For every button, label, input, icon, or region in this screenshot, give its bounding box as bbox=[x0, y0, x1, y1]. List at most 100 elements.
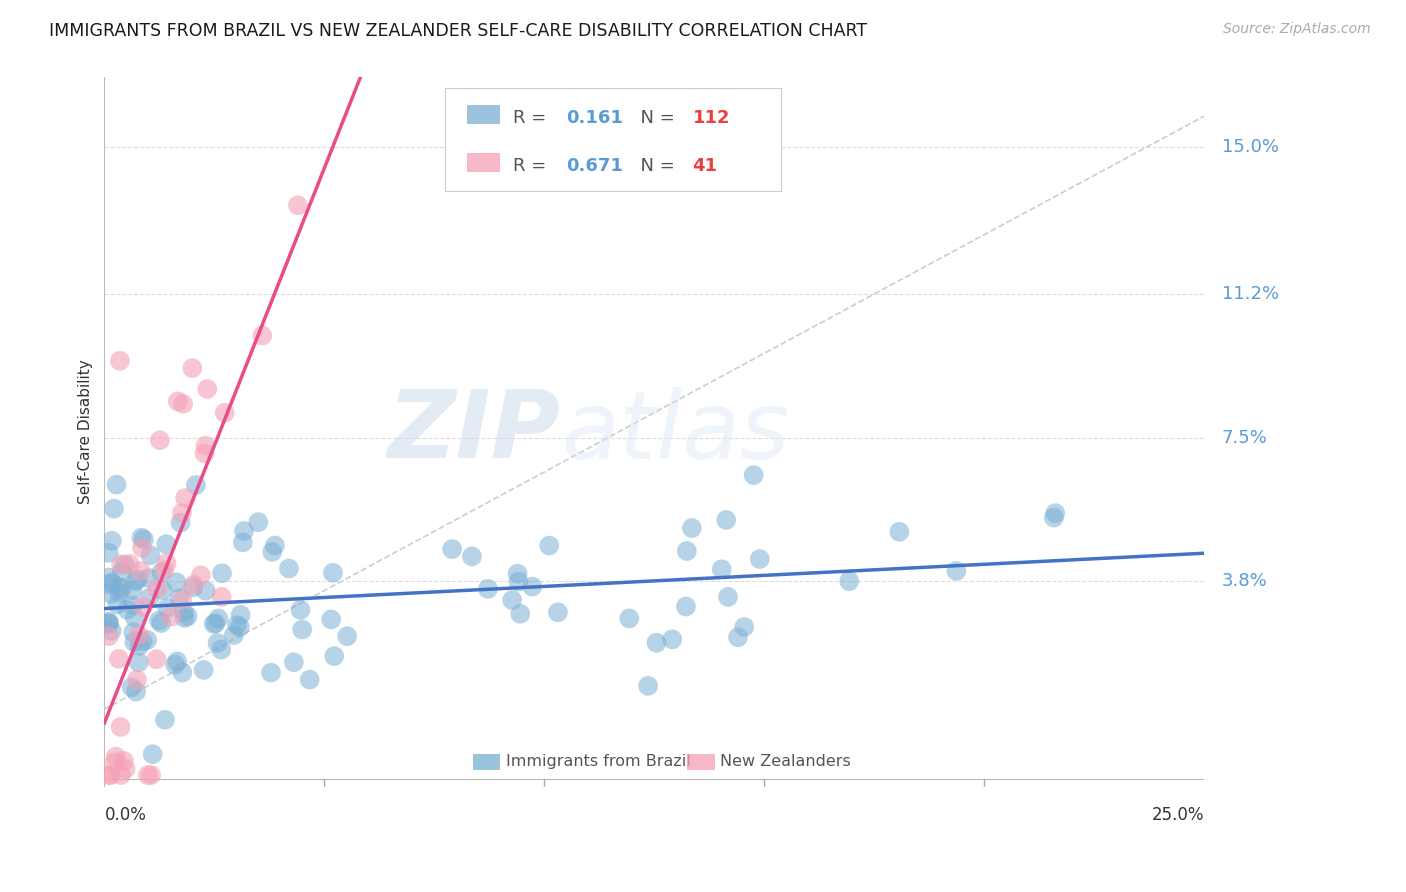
Text: N =: N = bbox=[628, 157, 681, 176]
Point bbox=[131, 541, 153, 555]
Point bbox=[211, 566, 233, 581]
Point bbox=[108, 354, 131, 368]
FancyBboxPatch shape bbox=[446, 88, 780, 191]
Point bbox=[127, 572, 149, 586]
Point bbox=[323, 649, 346, 664]
Point bbox=[262, 545, 284, 559]
Point bbox=[118, 557, 141, 571]
Point bbox=[97, 629, 120, 643]
Point bbox=[121, 599, 143, 613]
Point bbox=[148, 614, 170, 628]
Point bbox=[114, 558, 136, 572]
Point bbox=[121, 583, 143, 598]
FancyBboxPatch shape bbox=[688, 754, 714, 770]
Point bbox=[252, 328, 274, 343]
Point bbox=[141, 768, 163, 782]
Point bbox=[889, 524, 911, 539]
Point bbox=[150, 616, 173, 631]
Point bbox=[717, 590, 740, 604]
Point bbox=[107, 580, 129, 594]
Point bbox=[195, 382, 218, 396]
Point bbox=[838, 574, 860, 588]
Point bbox=[105, 598, 128, 612]
Point bbox=[193, 663, 215, 677]
Point bbox=[155, 556, 177, 570]
Point bbox=[202, 616, 225, 631]
FancyBboxPatch shape bbox=[472, 754, 501, 770]
Point bbox=[661, 632, 683, 647]
Point bbox=[207, 611, 229, 625]
Point bbox=[128, 628, 150, 642]
Point bbox=[173, 611, 195, 625]
Point bbox=[139, 548, 162, 562]
FancyBboxPatch shape bbox=[467, 153, 501, 172]
Text: atlas: atlas bbox=[561, 386, 789, 477]
Point bbox=[145, 652, 167, 666]
Point bbox=[121, 680, 143, 694]
Point bbox=[166, 654, 188, 668]
Point bbox=[229, 620, 252, 634]
Point bbox=[132, 634, 155, 648]
Point bbox=[152, 583, 174, 598]
Point bbox=[172, 592, 194, 607]
Point bbox=[441, 542, 464, 557]
Point bbox=[97, 617, 120, 632]
Point bbox=[283, 655, 305, 669]
Point bbox=[97, 768, 120, 782]
Point bbox=[156, 601, 179, 615]
Point bbox=[547, 605, 569, 619]
Point bbox=[287, 198, 309, 212]
Point bbox=[232, 535, 254, 549]
Point bbox=[108, 652, 131, 666]
Point bbox=[742, 468, 765, 483]
Point bbox=[149, 434, 172, 448]
Point bbox=[97, 577, 120, 591]
Text: 41: 41 bbox=[693, 157, 717, 176]
Point bbox=[138, 591, 160, 605]
Point bbox=[714, 513, 737, 527]
Point bbox=[1043, 510, 1066, 524]
Point bbox=[124, 610, 146, 624]
Point bbox=[111, 565, 134, 579]
Text: N =: N = bbox=[628, 110, 681, 128]
Point bbox=[170, 506, 193, 520]
Point bbox=[176, 609, 198, 624]
Point bbox=[153, 563, 176, 577]
Point bbox=[675, 599, 697, 614]
Point bbox=[138, 571, 160, 585]
Point bbox=[945, 564, 967, 578]
Text: New Zealanders: New Zealanders bbox=[720, 755, 851, 770]
Point bbox=[100, 768, 122, 782]
Point bbox=[619, 611, 641, 625]
Point bbox=[1045, 506, 1067, 520]
Point bbox=[104, 755, 127, 769]
Point bbox=[538, 539, 561, 553]
Point bbox=[150, 566, 173, 580]
Point bbox=[681, 521, 703, 535]
Point bbox=[204, 616, 226, 631]
Point bbox=[103, 501, 125, 516]
Text: 3.8%: 3.8% bbox=[1222, 573, 1267, 591]
Point bbox=[105, 477, 128, 491]
Point bbox=[637, 679, 659, 693]
Text: 0.0%: 0.0% bbox=[104, 806, 146, 824]
Point bbox=[321, 612, 343, 626]
Point bbox=[190, 568, 212, 582]
Point bbox=[160, 609, 183, 624]
Point bbox=[110, 768, 132, 782]
Point bbox=[97, 615, 120, 629]
Point bbox=[97, 615, 120, 630]
Point bbox=[125, 684, 148, 698]
Text: Source: ZipAtlas.com: Source: ZipAtlas.com bbox=[1223, 22, 1371, 37]
Point bbox=[226, 618, 249, 632]
Point bbox=[181, 581, 204, 595]
Point bbox=[132, 599, 155, 614]
Point bbox=[128, 639, 150, 653]
Point bbox=[146, 582, 169, 596]
Point bbox=[174, 491, 197, 505]
Point bbox=[97, 570, 120, 584]
Text: 0.161: 0.161 bbox=[567, 110, 623, 128]
Point bbox=[173, 605, 195, 619]
Point bbox=[194, 439, 217, 453]
Point bbox=[132, 533, 155, 547]
